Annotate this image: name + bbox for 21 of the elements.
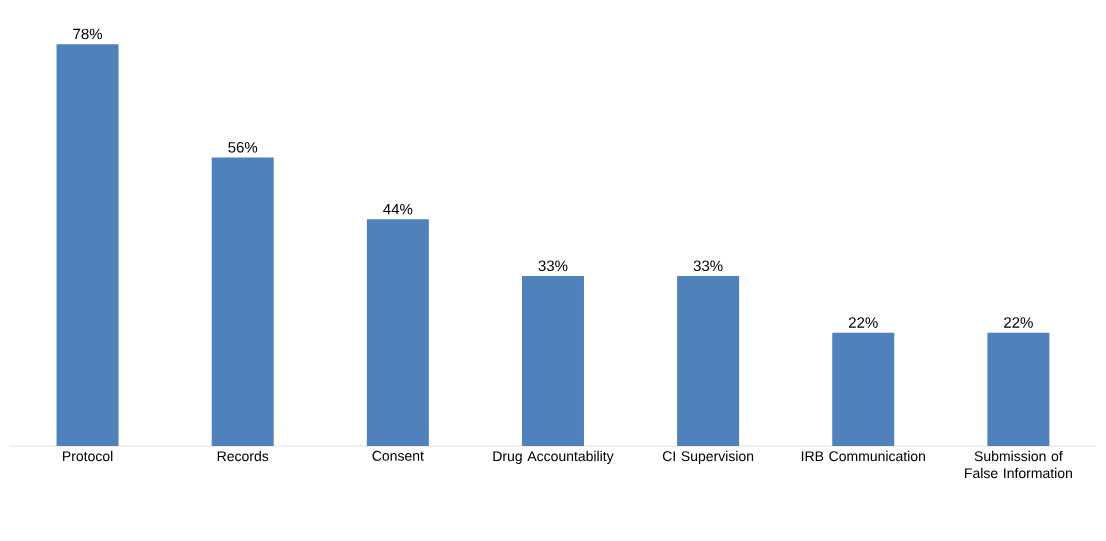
data-label: 56% bbox=[228, 141, 258, 153]
x-tick-label: CI Supervision bbox=[662, 450, 754, 464]
data-label: 22% bbox=[848, 317, 878, 328]
bar bbox=[677, 275, 740, 446]
bar bbox=[366, 219, 429, 446]
bar bbox=[56, 44, 119, 446]
x-tick-label: IRB Communication bbox=[801, 450, 925, 462]
x-tick-label: Consent bbox=[372, 450, 424, 461]
x-tick-label: Drug Accountability bbox=[493, 450, 614, 464]
bar bbox=[987, 332, 1050, 446]
data-label: 22% bbox=[1004, 317, 1033, 328]
x-tick-label: Submission of False Information bbox=[965, 450, 1072, 479]
data-label: 44% bbox=[383, 203, 413, 215]
data-label: 33% bbox=[538, 260, 568, 272]
data-label: 33% bbox=[693, 260, 723, 272]
x-tick-label: Protocol bbox=[63, 450, 113, 462]
x-tick-label: Records bbox=[217, 450, 269, 462]
data-label: 78% bbox=[73, 28, 103, 40]
bar bbox=[832, 332, 895, 446]
bar bbox=[521, 275, 584, 446]
bar bbox=[211, 157, 274, 446]
